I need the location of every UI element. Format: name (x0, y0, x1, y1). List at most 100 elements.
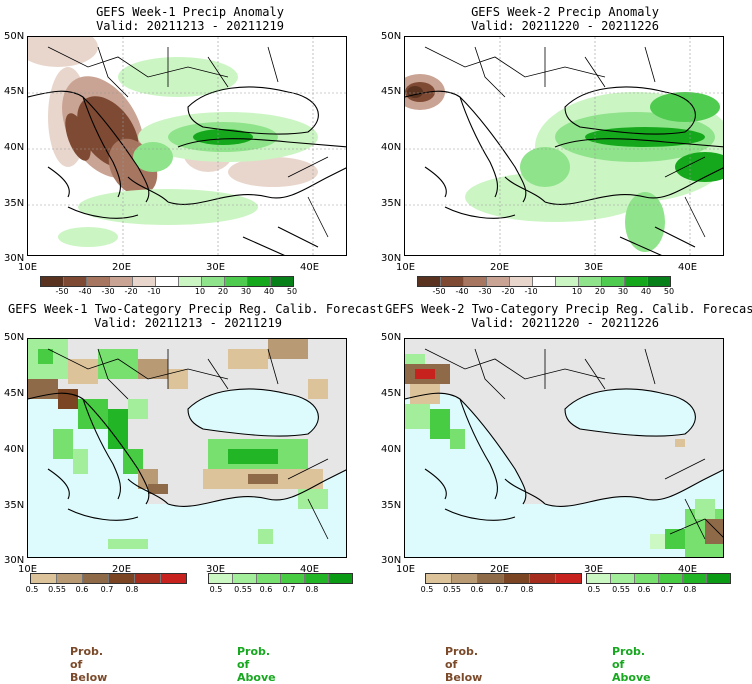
lon-label-40e: 40E (678, 262, 698, 273)
lat-label-50n: 50N (381, 31, 402, 42)
panel-title: GEFS Week-1 Precip Anomaly (96, 5, 284, 19)
colorbar-tick: -50 (432, 287, 446, 296)
lat-label-35n: 35N (4, 198, 25, 209)
prob-above-colorbar (208, 573, 353, 584)
colorbar-tick: 0.55 (612, 585, 630, 594)
probability-field (28, 339, 346, 557)
lat-label-50n: 50N (4, 31, 25, 42)
colorbar-tick: -20 (501, 287, 515, 296)
lat-label-45n: 45N (4, 86, 25, 97)
colorbar-tick: 0.8 (683, 585, 697, 594)
panel-title: GEFS Week-1 Two-Category Precip Reg. Cal… (8, 302, 384, 316)
lon-label-20e: 20E (112, 262, 132, 273)
prob-above-colorbar (586, 573, 731, 584)
probability-field (405, 339, 723, 557)
colorbar-tick: 10 (571, 287, 583, 296)
colorbar-tick: 20 (594, 287, 606, 296)
lat-label-40n: 40N (381, 444, 402, 455)
map-week2-two-category (404, 338, 724, 558)
colorbar-tick: -20 (124, 287, 138, 296)
lon-label-30e: 30E (584, 564, 604, 575)
panel-valid-dates: Valid: 20211220 - 20211226 (471, 316, 659, 330)
lon-label-20e: 20E (112, 564, 132, 575)
colorbar-tick: -10 (147, 287, 161, 296)
colorbar-tick: 40 (640, 287, 652, 296)
map-week1-two-category (27, 338, 347, 558)
lon-label-10e: 10E (396, 262, 416, 273)
lon-label-10e: 10E (18, 564, 38, 575)
map-week2-anomaly (404, 36, 724, 256)
colorbar-tick: 0.5 (587, 585, 601, 594)
lat-label-40n: 40N (4, 142, 25, 153)
panel-valid-dates: Valid: 20211213 - 20211219 (96, 19, 284, 33)
lat-label-35n: 35N (381, 500, 402, 511)
lon-label-40e: 40E (678, 564, 698, 575)
colorbar-tick: 0.8 (305, 585, 319, 594)
lon-label-10e: 10E (396, 564, 416, 575)
prob-above-label: Prob. of Above (612, 645, 651, 684)
lon-label-40e: 40E (300, 564, 320, 575)
lat-label-50n: 50N (4, 332, 25, 343)
colorbar-tick: 30 (617, 287, 629, 296)
colorbar-tick: 0.7 (282, 585, 296, 594)
lat-label-45n: 45N (4, 388, 25, 399)
prob-below-label: Prob. of Below (445, 645, 483, 684)
lon-label-30e: 30E (584, 262, 604, 273)
lon-label-10e: 10E (18, 262, 38, 273)
lat-label-35n: 35N (381, 198, 402, 209)
lon-label-30e: 30E (206, 564, 226, 575)
prob-below-colorbar (30, 573, 187, 584)
prob-below-label: Prob. of Below (70, 645, 108, 684)
colorbar-tick: 0.55 (443, 585, 461, 594)
lat-label-45n: 45N (381, 388, 402, 399)
lon-label-20e: 20E (490, 262, 510, 273)
prob-above-label: Prob. of Above (237, 645, 276, 684)
lat-label-40n: 40N (4, 444, 25, 455)
colorbar-tick: 0.8 (125, 585, 139, 594)
colorbar-tick: 0.5 (420, 585, 434, 594)
lat-label-50n: 50N (381, 332, 402, 343)
anomaly-colorbar (40, 276, 294, 287)
lat-label-30n: 30N (4, 555, 25, 566)
colorbar-tick: -50 (55, 287, 69, 296)
colorbar-tick: 20 (217, 287, 229, 296)
lat-label-30n: 30N (4, 253, 25, 264)
panel-title: GEFS Week-2 Precip Anomaly (471, 5, 659, 19)
lat-label-45n: 45N (381, 86, 402, 97)
colorbar-tick: 0.6 (470, 585, 484, 594)
lat-label-30n: 30N (381, 253, 402, 264)
colorbar-tick: 50 (286, 287, 298, 296)
colorbar-tick: 0.7 (495, 585, 509, 594)
colorbar-tick: -10 (524, 287, 538, 296)
anomaly-field (405, 37, 723, 255)
colorbar-tick: 30 (240, 287, 252, 296)
colorbar-tick: 10 (194, 287, 206, 296)
lat-label-30n: 30N (381, 555, 402, 566)
colorbar-tick: 40 (263, 287, 275, 296)
lon-label-20e: 20E (490, 564, 510, 575)
colorbar-tick: -30 (101, 287, 115, 296)
colorbar-tick: -40 (455, 287, 469, 296)
anomaly-colorbar (417, 276, 671, 287)
colorbar-tick: 0.5 (25, 585, 39, 594)
colorbar-tick: 0.6 (75, 585, 89, 594)
lat-label-35n: 35N (4, 500, 25, 511)
colorbar-tick: 0.8 (520, 585, 534, 594)
colorbar-tick: 0.55 (234, 585, 252, 594)
panel-valid-dates: Valid: 20211220 - 20211226 (471, 19, 659, 33)
lat-label-40n: 40N (381, 142, 402, 153)
colorbar-tick: 0.55 (48, 585, 66, 594)
colorbar-tick: 0.6 (259, 585, 273, 594)
anomaly-field (28, 37, 346, 255)
map-week1-anomaly (27, 36, 347, 256)
lon-label-40e: 40E (300, 262, 320, 273)
colorbar-tick: 50 (663, 287, 675, 296)
colorbar-tick: 0.5 (209, 585, 223, 594)
colorbar-tick: -30 (478, 287, 492, 296)
prob-below-colorbar (425, 573, 582, 584)
colorbar-tick: -40 (78, 287, 92, 296)
panel-valid-dates: Valid: 20211213 - 20211219 (94, 316, 282, 330)
colorbar-tick: 0.7 (660, 585, 674, 594)
lon-label-30e: 30E (206, 262, 226, 273)
colorbar-tick: 0.6 (637, 585, 651, 594)
